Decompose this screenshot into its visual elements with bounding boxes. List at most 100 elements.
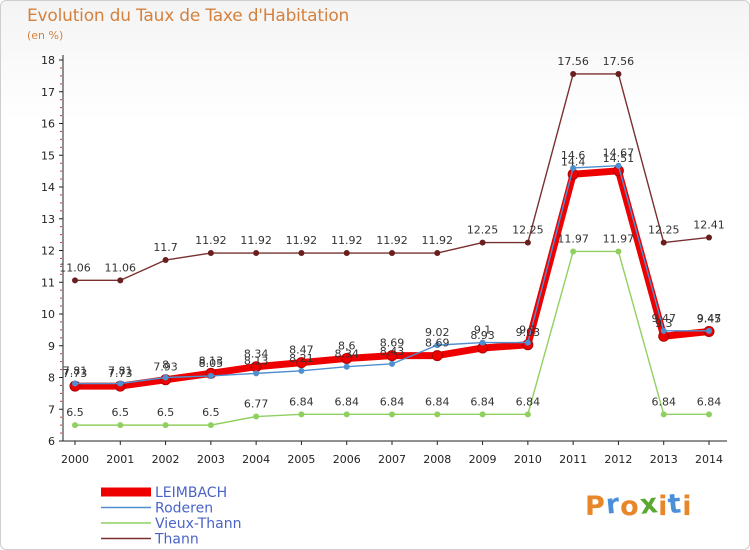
x-tick-label: 2008 [423,453,451,466]
legend-label-roderen: Roderen [155,501,213,517]
data-label: 6.84 [425,395,450,408]
logo-letter: o [620,491,640,522]
data-point [434,411,441,418]
data-label: 9.45 [697,312,722,325]
data-label: 8.69 [380,337,405,350]
data-label: 8.21 [289,352,314,365]
data-label: 7.81 [108,365,133,378]
chart-title: Evolution du Taux de Taxe d'Habitation [27,6,350,26]
data-label: 9.47 [697,312,722,325]
data-label: 8.6 [338,339,356,352]
data-label: 6.84 [651,395,676,408]
data-point [343,411,350,418]
y-tick-label: 7 [48,403,55,416]
x-tick-label: 2012 [604,453,632,466]
data-point [479,339,486,346]
data-label: 12.25 [467,224,499,237]
x-tick-label: 2001 [106,453,134,466]
data-label: 6.84 [516,395,541,408]
data-label: 11.97 [603,232,635,245]
data-point [570,248,577,255]
data-label: 11.92 [331,234,363,247]
data-label: 9.47 [651,312,676,325]
data-label: 14.67 [603,147,635,160]
data-point [207,422,214,429]
data-label: 9.1 [519,324,537,337]
data-point [295,357,307,369]
data-point [660,239,667,246]
data-point [570,70,577,77]
data-point [479,411,486,418]
data-point [162,374,169,381]
x-tick-label: 2003 [197,453,225,466]
data-label: 12.41 [693,218,725,231]
data-point [431,350,443,362]
data-label: 17.56 [603,55,635,68]
data-point [524,339,531,346]
data-label: 14.6 [561,149,586,162]
legend-label-thann: Thann [154,532,199,548]
data-label: 11.92 [286,234,318,247]
data-point [706,234,712,241]
data-point [615,248,622,255]
logo-letter: i [658,491,669,522]
x-tick-label: 2006 [333,453,361,466]
data-point [434,250,441,257]
data-point [253,413,260,420]
data-label: 11.92 [422,234,454,247]
data-label: 7.93 [153,361,178,374]
x-tick-label: 2002 [152,453,180,466]
data-point [524,411,531,418]
unit-label: (en %) [27,29,64,42]
logo-letter: x [638,488,660,521]
data-label: 6.5 [157,406,175,419]
legend-label-vieux-thann: Vieux-Thann [155,516,241,532]
data-label: 9.02 [425,326,450,339]
x-tick-label: 2011 [559,453,587,466]
data-point [706,327,712,334]
data-point [615,162,622,169]
data-point [72,277,78,284]
data-point [570,164,577,171]
y-tick-label: 11 [41,276,55,289]
data-label: 8.13 [244,354,269,367]
y-tick-label: 17 [41,86,55,99]
x-tick-label: 2005 [287,453,315,466]
y-tick-label: 9 [48,340,55,353]
data-label: 14.4 [561,155,586,168]
data-label: 9.03 [516,326,541,339]
legend-label-leimbach: LEIMBACH [155,485,227,501]
data-label: 9.1 [474,324,492,337]
data-label: 7.73 [63,367,88,380]
logo-letter: i [682,491,693,522]
data-label: 8.43 [380,345,405,358]
data-point [389,250,395,257]
data-label: 7.81 [63,365,88,378]
data-label: 11.7 [153,241,178,254]
data-point [117,380,124,387]
data-point [524,239,531,246]
data-label: 7.73 [108,367,133,380]
data-point [162,422,169,429]
data-point [341,352,353,364]
data-label: 8.34 [334,348,359,361]
data-point [389,360,395,367]
y-tick-label: 18 [41,54,55,67]
data-point [660,327,667,334]
data-label: 6.5 [202,406,220,419]
data-label: 11.92 [240,234,272,247]
data-point [389,411,395,418]
data-point [615,70,622,77]
data-label: 8.13 [199,354,224,367]
logo-letter: P [585,491,606,522]
y-tick-label: 8 [48,372,55,385]
data-label: 8.69 [425,337,450,350]
data-label: 6.84 [380,395,405,408]
data-point [207,250,214,257]
data-point [660,411,667,418]
data-point [343,363,350,370]
y-tick-label: 12 [41,245,55,258]
data-point [253,250,260,257]
